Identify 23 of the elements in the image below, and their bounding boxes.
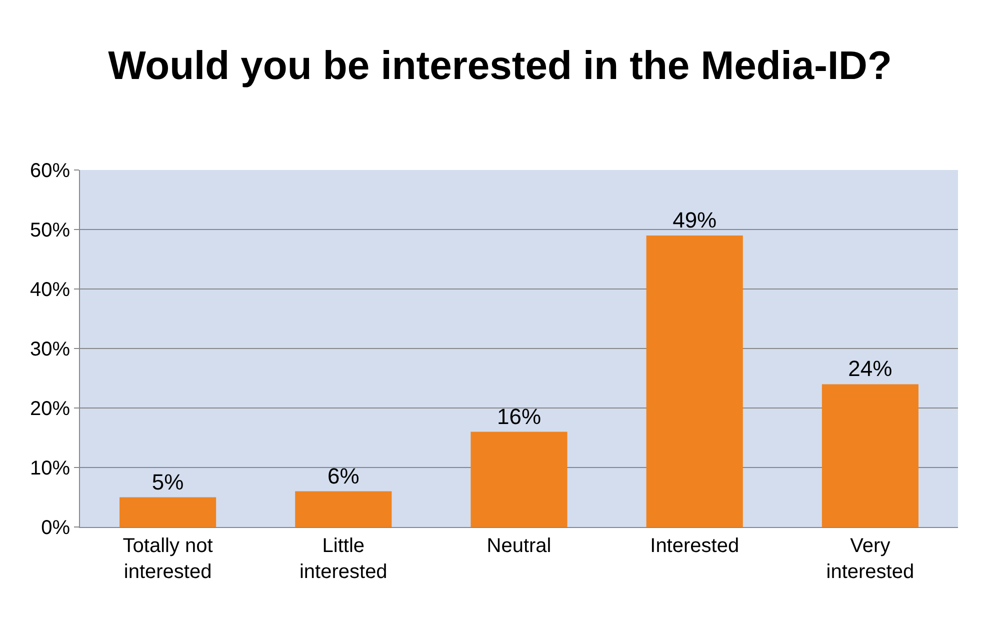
y-tick-label: 10%: [30, 458, 70, 480]
y-tick-label: 40%: [30, 279, 70, 301]
x-tick-label: Interested: [650, 535, 740, 557]
x-tick-label: Totally not interested: [122, 535, 214, 583]
data-label: 24%: [848, 356, 892, 382]
data-label: 6%: [328, 463, 360, 488]
bar: [120, 497, 216, 527]
bar: [470, 432, 568, 527]
data-label: 16%: [496, 404, 542, 429]
y-tick-label: 20%: [30, 398, 70, 420]
x-tick-label: Very interested: [826, 535, 914, 583]
bar: [822, 384, 918, 527]
y-tick-label: 50%: [30, 220, 70, 242]
y-tick-label: 0%: [41, 517, 70, 539]
bar: [646, 235, 743, 527]
x-tick-label: Neutral: [486, 535, 552, 557]
bar: [295, 491, 392, 527]
x-tick-label: Little interested: [299, 535, 388, 583]
data-label: 5%: [152, 469, 184, 494]
data-label: 49%: [672, 207, 717, 232]
y-tick-label: 30%: [30, 338, 70, 360]
y-tick-label: 60%: [30, 160, 70, 182]
chart-title: Would you be interested in the Media-ID?: [107, 43, 893, 90]
